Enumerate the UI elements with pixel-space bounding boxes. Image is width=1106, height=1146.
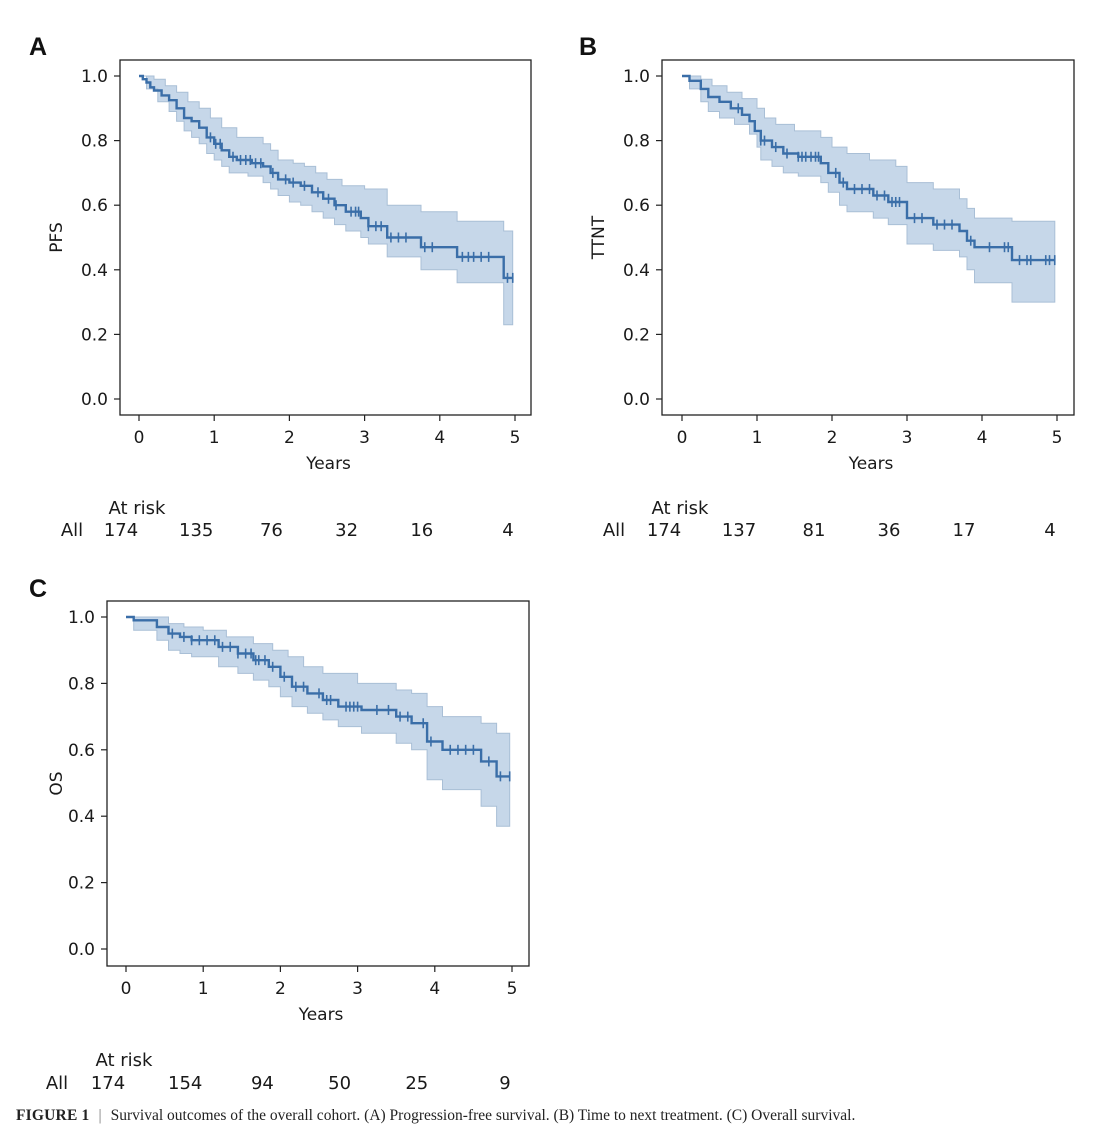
at-risk-count: 174	[91, 1073, 125, 1094]
at-risk-count: 16	[410, 520, 433, 541]
survival-curve	[126, 615, 510, 778]
y-tick-label: 0.2	[68, 874, 95, 894]
at-risk-row-label: All	[46, 1073, 68, 1094]
chart-panel-a: 0 1 2 3 4 5 0.0 0.2 0.4 0.6 0.8 1.0 Years PFS At risk A…	[47, 59, 532, 541]
panel-label-b: B	[579, 33, 598, 61]
y-tick-label: 0.6	[68, 741, 95, 761]
y-tick-label: 0.8	[623, 132, 650, 152]
x-tick-label: 1	[209, 428, 220, 448]
x-tick-label: 4	[977, 428, 988, 448]
x-tick-label: 2	[275, 979, 286, 999]
panel-label-c: C	[29, 575, 48, 603]
x-tick-label: 3	[902, 428, 913, 448]
at-risk-count: 94	[251, 1073, 274, 1094]
at-risk-count: 135	[179, 520, 213, 541]
survival-curve	[682, 74, 1055, 262]
panel-label-a: A	[29, 33, 48, 61]
y-axis-label: PFS	[47, 222, 67, 253]
x-tick-label: 2	[284, 428, 295, 448]
at-risk-count: 137	[722, 520, 756, 541]
y-tick-label: 0.8	[81, 132, 108, 152]
y-tick-label: 0.8	[68, 674, 95, 694]
x-tick-label: 1	[752, 428, 763, 448]
x-tick-label: 4	[429, 979, 440, 999]
at-risk-row-label: All	[603, 520, 625, 541]
plot-frame	[661, 59, 1075, 416]
at-risk-count: 174	[104, 520, 138, 541]
at-risk-count: 76	[260, 520, 283, 541]
x-axis-label: Years	[305, 454, 351, 474]
plot-frame	[106, 600, 530, 967]
y-tick-label: 1.0	[623, 67, 650, 87]
x-tick-label: 2	[827, 428, 838, 448]
x-tick-label: 5	[1052, 428, 1063, 448]
x-axis-label: Years	[848, 454, 894, 474]
y-tick-label: 0.2	[81, 325, 108, 345]
confidence-band	[139, 75, 514, 326]
y-tick-label: 0.0	[81, 390, 108, 410]
y-tick-label: 0.2	[623, 325, 650, 345]
y-tick-label: 0.4	[68, 807, 95, 827]
y-tick-label: 0.0	[623, 390, 650, 410]
at-risk-count: 4	[502, 520, 513, 541]
y-tick-label: 1.0	[81, 67, 108, 87]
y-axis-label: TTNT	[589, 215, 609, 260]
chart-panel-c: 0 1 2 3 4 5 0.0 0.2 0.4 0.6 0.8 1.0 Years OS At risk Al…	[46, 600, 530, 1094]
at-risk-count: 81	[803, 520, 826, 541]
at-risk-count: 154	[168, 1073, 202, 1094]
caption-text: Survival outcomes of the overall cohort.…	[110, 1107, 856, 1124]
x-tick-label: 5	[510, 428, 521, 448]
y-tick-label: 0.0	[68, 940, 95, 960]
y-tick-label: 1.0	[68, 608, 95, 628]
at-risk-count: 17	[953, 520, 976, 541]
x-tick-label: 3	[352, 979, 363, 999]
figure-label: FIGURE 1	[16, 1107, 90, 1124]
at-risk-count: 50	[328, 1073, 351, 1094]
km-figure: 0 1 2 3 4 5 0.0 0.2 0.4 0.6 0.8 1.0 Years PFS At risk A…	[46, 59, 1075, 1094]
y-axis-label: OS	[47, 771, 67, 795]
caption-separator: |	[98, 1107, 102, 1124]
x-tick-label: 3	[359, 428, 370, 448]
at-risk-count: 4	[1044, 520, 1055, 541]
at-risk-count: 9	[499, 1073, 510, 1094]
at-risk-row-label: All	[61, 520, 83, 541]
x-tick-label: 1	[198, 979, 209, 999]
x-axis-label: Years	[298, 1005, 344, 1025]
chart-panel-b: 0 1 2 3 4 5 0.0 0.2 0.4 0.6 0.8 1.0 Years TTNT At risk…	[589, 59, 1075, 541]
y-tick-label: 0.6	[81, 196, 108, 216]
at-risk-title: At risk	[96, 1050, 154, 1071]
at-risk-count: 36	[878, 520, 901, 541]
at-risk-title: At risk	[652, 498, 710, 519]
plot-frame	[119, 59, 532, 416]
x-tick-label: 0	[134, 428, 145, 448]
x-tick-label: 0	[121, 979, 132, 999]
at-risk-count: 25	[405, 1073, 428, 1094]
y-tick-label: 0.4	[81, 261, 108, 281]
at-risk-count: 174	[647, 520, 681, 541]
x-tick-label: 0	[677, 428, 688, 448]
at-risk-title: At risk	[109, 498, 167, 519]
y-tick-label: 0.4	[623, 261, 650, 281]
survival-curve	[139, 74, 513, 280]
x-tick-label: 4	[434, 428, 445, 448]
at-risk-count: 32	[335, 520, 358, 541]
x-tick-label: 5	[507, 979, 518, 999]
figure-caption: FIGURE 1 | Survival outcomes of the overal…	[16, 1107, 855, 1125]
confidence-band	[126, 616, 511, 827]
y-tick-label: 0.6	[623, 196, 650, 216]
